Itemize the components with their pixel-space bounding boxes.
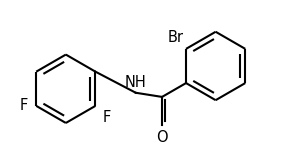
Text: O: O xyxy=(156,131,168,146)
Text: F: F xyxy=(103,110,111,125)
Text: F: F xyxy=(20,98,28,113)
Text: NH: NH xyxy=(125,75,147,90)
Text: Br: Br xyxy=(167,30,183,45)
